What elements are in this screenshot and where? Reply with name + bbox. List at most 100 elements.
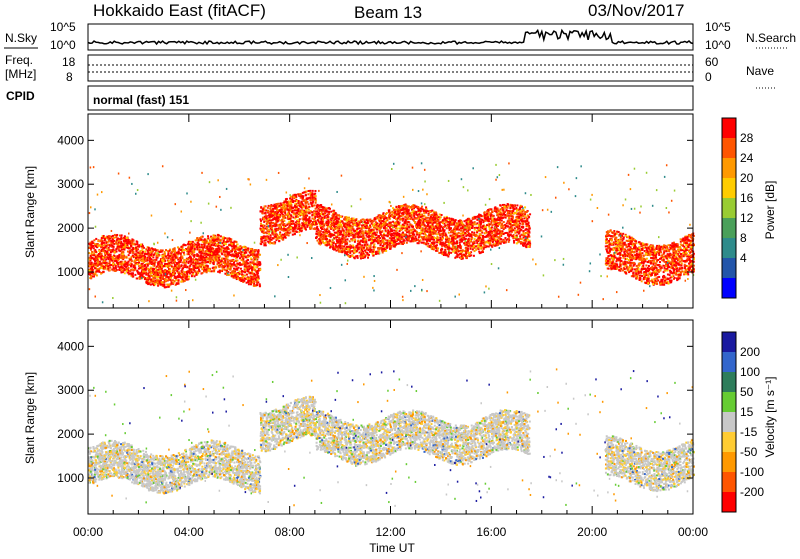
echo-cell — [94, 245, 96, 247]
echo-cell — [308, 203, 310, 205]
echo-cell — [116, 239, 118, 241]
echo-cell — [156, 253, 158, 255]
echo-cell — [115, 257, 117, 259]
echo-cell — [126, 237, 128, 239]
echo-cell — [97, 240, 99, 242]
echo-cell — [265, 214, 267, 216]
echo-cell — [159, 268, 161, 270]
echo-cell — [263, 229, 265, 231]
echo-cell — [383, 237, 385, 239]
echo-cell — [276, 213, 278, 215]
echo-cell — [161, 274, 163, 276]
echo-cell — [282, 208, 284, 210]
echo-cell — [243, 279, 245, 281]
echo-cell — [184, 249, 186, 251]
echo-cell — [135, 247, 137, 249]
echo-cell — [442, 242, 444, 244]
echo-cell — [314, 216, 316, 218]
echo-cell — [508, 217, 510, 219]
echo-cell — [154, 283, 156, 285]
echo-cell — [93, 275, 95, 277]
echo-cell — [165, 249, 167, 251]
echo-cell — [217, 236, 219, 238]
echo-cell — [94, 267, 96, 269]
echo-cell — [250, 257, 252, 259]
echo-cell — [186, 261, 188, 263]
echo-cell — [306, 211, 308, 213]
echo-cell — [247, 270, 249, 272]
echo-cell — [211, 260, 213, 262]
echo-cell — [289, 232, 291, 234]
echo-cell — [168, 257, 170, 259]
echo-cell — [207, 237, 209, 239]
echo-cell — [313, 193, 315, 195]
echo-cell — [203, 264, 205, 266]
echo-cell — [449, 235, 451, 237]
echo-cell — [109, 267, 111, 269]
echo-cell — [148, 247, 150, 249]
echo-cell — [180, 246, 182, 248]
echo-cell — [179, 276, 181, 278]
echo-cell — [118, 250, 120, 252]
echo-cell — [255, 263, 257, 265]
echo-cell — [224, 269, 226, 271]
echo-cell — [161, 270, 163, 272]
echo-cell — [175, 277, 177, 279]
echo-cell — [111, 240, 113, 242]
echo-cell — [197, 267, 199, 269]
echo-cell — [302, 206, 304, 208]
echo-cell — [253, 267, 255, 269]
echo-cell — [168, 255, 170, 257]
echo-cell — [294, 218, 296, 220]
echo-cell — [297, 219, 299, 221]
echo-cell — [155, 259, 157, 261]
echo-cell — [173, 282, 175, 284]
echo-cell — [338, 218, 340, 220]
echo-cell — [152, 265, 154, 267]
echo-cell — [213, 240, 215, 242]
echo-cell — [132, 255, 134, 257]
echo-cell — [213, 234, 215, 236]
echo-cell — [109, 264, 111, 266]
echo-cell — [272, 225, 274, 227]
echo-cell — [156, 270, 158, 272]
echo-cell — [285, 198, 287, 200]
echo-cell — [218, 257, 220, 259]
echo-cell — [330, 211, 332, 213]
echo-cell — [241, 277, 243, 279]
echo-cell — [164, 263, 166, 265]
echo-cell — [201, 246, 203, 248]
echo-cell — [195, 271, 197, 273]
echo-cell — [298, 200, 300, 202]
echo-cell — [118, 248, 120, 250]
echo-cell — [187, 246, 189, 248]
echo-cell — [305, 214, 307, 216]
echo-cell — [228, 252, 230, 254]
echo-cell — [178, 283, 180, 285]
echo-cell — [239, 245, 241, 247]
echo-cell — [292, 234, 294, 236]
echo-cell — [276, 209, 278, 211]
echo-cell — [120, 243, 122, 245]
echo-cell — [227, 248, 229, 250]
echo-cell — [166, 276, 168, 278]
echo-cell — [273, 242, 275, 244]
echo-cell — [274, 218, 276, 220]
echo-cell — [254, 254, 256, 256]
echo-cell — [96, 271, 98, 273]
echo-cell — [200, 249, 202, 251]
echo-cell — [267, 236, 269, 238]
echo-cell — [215, 266, 217, 268]
echo-cell — [153, 271, 155, 273]
echo-cell — [308, 206, 310, 208]
echo-cell — [126, 257, 128, 259]
echo-cell — [249, 263, 251, 265]
echo-cell — [96, 243, 98, 245]
echo-cell — [304, 227, 306, 229]
echo-cell — [277, 224, 279, 226]
echo-cell — [295, 230, 297, 232]
echo-cell — [298, 212, 300, 214]
echo-cell — [124, 235, 126, 237]
echo-cell — [452, 251, 454, 253]
echo-cell — [139, 251, 141, 253]
